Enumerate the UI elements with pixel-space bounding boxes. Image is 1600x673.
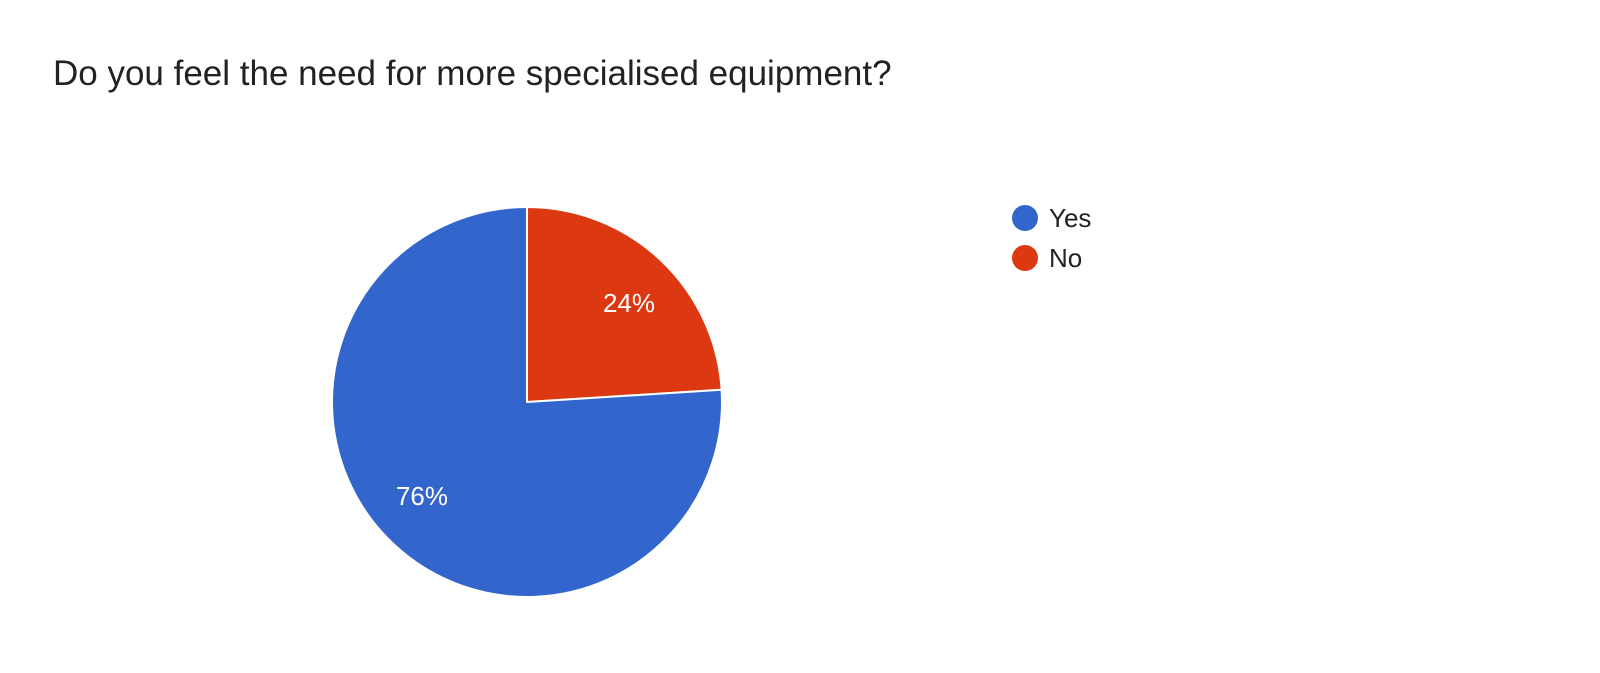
svg-text:76%: 76% [396,481,448,511]
svg-text:24%: 24% [603,288,655,318]
